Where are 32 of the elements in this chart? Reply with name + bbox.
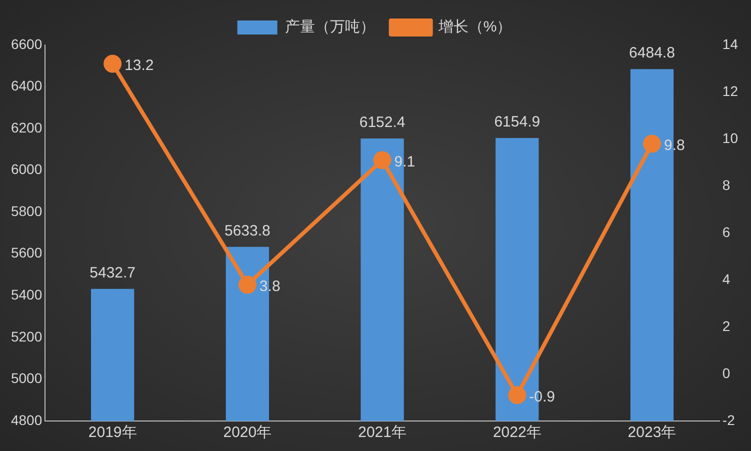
y2-tick-label: 4	[722, 270, 730, 287]
x-tick-label: 2020年	[223, 424, 272, 442]
data-label: 5633.8	[224, 222, 270, 240]
data-label: 6152.4	[359, 114, 406, 132]
legend-label: 产量（万吨）	[284, 18, 375, 36]
data-label: 6154.9	[494, 114, 540, 131]
x-tick-label: 2021年	[358, 424, 406, 442]
y2-tick-label: 8	[722, 176, 730, 193]
y-tick-label: 6400	[10, 78, 42, 94]
y-tick-label: 6200	[10, 119, 42, 136]
y-tick-label: 5200	[10, 328, 42, 344]
data-label: 6484.8	[629, 44, 675, 62]
y-tick-label: 5000	[10, 370, 42, 386]
y2-tick-label: 6	[722, 224, 730, 240]
x-tick-label: 2022年	[492, 424, 542, 442]
y2-tick-label: 0	[722, 364, 730, 381]
data-label: 5432.7	[90, 264, 136, 282]
y-tick-label: 6600	[10, 36, 42, 52]
legend-label: 增长（%）	[437, 18, 512, 36]
y2-tick-label: 14	[722, 36, 738, 52]
y2-tick-label: -2	[722, 412, 736, 428]
y-tick-label: 5800	[10, 202, 42, 219]
data-label: 13.2	[124, 56, 154, 74]
y2-tick-label: 10	[722, 130, 738, 146]
y2-tick-label: 2	[722, 318, 730, 334]
y2-tick-label: 12	[722, 82, 738, 99]
y-tick-label: 6000	[10, 161, 42, 178]
y-tick-label: 4800	[10, 412, 42, 428]
x-tick-label: 2023年	[628, 424, 676, 442]
y-tick-label: 5600	[10, 244, 42, 261]
y-tick-label: 5400	[10, 286, 42, 303]
x-tick-label: 2019年	[88, 424, 137, 442]
